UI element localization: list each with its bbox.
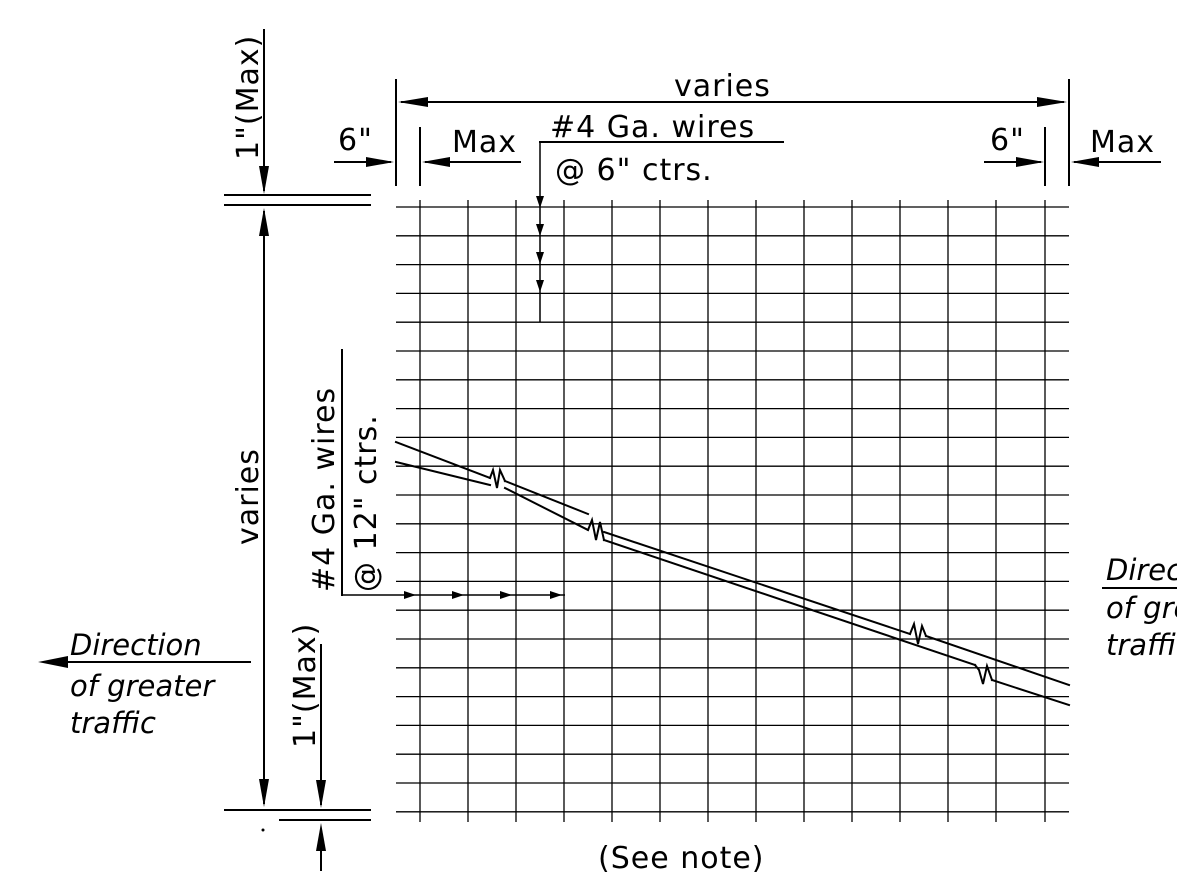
top-left-6in-label: 6" — [338, 123, 373, 158]
traffic-right-line1: Direction — [1106, 553, 1177, 587]
transverse-wires — [396, 206, 1069, 813]
mesh-edge-lines — [224, 194, 371, 821]
top-varies-label: varies — [674, 69, 771, 104]
traffic-direction-right: Direction of greater traffic — [1102, 553, 1177, 662]
traffic-left-line3: traffic — [70, 706, 156, 740]
top-right-6in-label: 6" — [990, 123, 1025, 158]
break-mark-3 — [908, 620, 928, 645]
top-right-offset-dimension: 6" Max — [984, 123, 1161, 186]
top-left-max-label: Max — [452, 125, 517, 160]
long-wire-label-2: @ 6" ctrs. — [555, 153, 713, 188]
bottom-max-1in-dimension: 1"(Max) — [261, 623, 326, 871]
traffic-left-line1: Direction — [70, 628, 202, 662]
top-max-1in-label: 1"(Max) — [231, 35, 266, 160]
bottom-max-1in-label: 1"(Max) — [288, 623, 323, 748]
traffic-right-line3: traffic — [1106, 628, 1177, 662]
see-note-label: (See note) — [598, 841, 765, 876]
break-mark-1 — [488, 466, 507, 489]
top-varies-dimension: varies — [395, 69, 1070, 186]
trans-wire-label-1: #4 Ga. wires — [307, 387, 342, 592]
traffic-direction-left: Direction of greater traffic — [38, 628, 251, 740]
left-varies-dimension: varies — [231, 208, 269, 807]
top-left-offset-dimension: 6" Max — [334, 123, 521, 186]
top-max-1in-dimension: 1"(Max) — [231, 29, 269, 194]
break-mark-2 — [586, 516, 606, 542]
left-varies-label: varies — [231, 448, 266, 545]
break-mark-4 — [973, 662, 994, 685]
longitudinal-wires — [419, 200, 1046, 822]
transverse-wire-callout: #4 Ga. wires @ 12" ctrs. — [307, 349, 565, 599]
longitudinal-wire-callout: #4 Ga. wires @ 6" ctrs. — [536, 110, 784, 322]
traffic-right-line2: of greater — [1106, 591, 1177, 625]
long-wire-label-1: #4 Ga. wires — [550, 110, 755, 145]
top-right-max-label: Max — [1090, 125, 1155, 160]
trans-wire-label-2: @ 12" ctrs. — [349, 414, 384, 592]
diagonal-joint — [394, 440, 1071, 707]
traffic-left-line2: of greater — [70, 669, 216, 703]
